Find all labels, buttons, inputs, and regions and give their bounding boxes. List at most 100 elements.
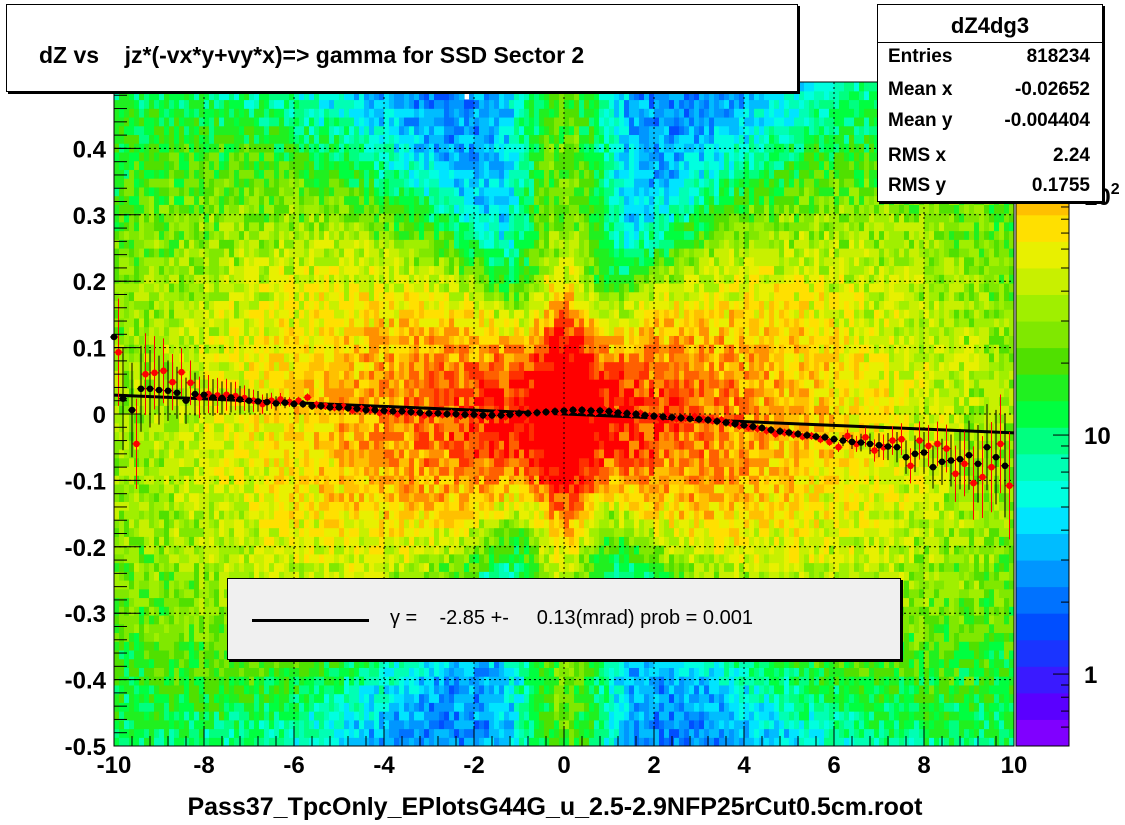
heatmap-cell bbox=[119, 344, 125, 354]
heatmap-cell bbox=[194, 379, 200, 389]
heatmap-cell bbox=[129, 300, 135, 310]
heatmap-cell bbox=[424, 475, 430, 485]
heatmap-cell bbox=[144, 448, 150, 459]
heatmap-cell bbox=[434, 457, 440, 468]
heatmap-cell bbox=[219, 326, 225, 336]
heatmap-cell bbox=[389, 309, 395, 319]
heatmap-cell bbox=[144, 641, 150, 651]
heatmap-cell bbox=[124, 719, 130, 730]
heatmap-cell bbox=[149, 300, 155, 310]
heatmap-cell bbox=[414, 143, 420, 153]
heatmap-cell bbox=[279, 213, 285, 223]
heatmap-cell bbox=[184, 667, 190, 677]
heatmap-cell bbox=[314, 510, 320, 520]
heatmap-cell bbox=[189, 396, 195, 406]
heatmap-cell bbox=[404, 274, 410, 284]
heatmap-cell bbox=[164, 99, 170, 109]
heatmap-cell bbox=[159, 213, 165, 223]
heatmap-cell bbox=[259, 422, 265, 433]
heatmap-cell bbox=[239, 728, 245, 738]
heatmap-cell bbox=[229, 151, 235, 162]
heatmap-cell bbox=[259, 379, 265, 389]
heatmap-cell bbox=[269, 571, 275, 581]
heatmap-cell bbox=[424, 422, 430, 433]
heatmap-cell bbox=[314, 562, 320, 572]
heatmap-cell bbox=[264, 545, 270, 555]
heatmap-cell bbox=[349, 457, 355, 468]
heatmap-cell bbox=[164, 641, 170, 651]
heatmap-cell bbox=[394, 448, 400, 459]
heatmap-cell bbox=[129, 116, 135, 127]
heatmap-cell bbox=[374, 527, 380, 537]
heatmap-cell bbox=[299, 335, 305, 345]
heatmap-cell bbox=[424, 274, 430, 284]
heatmap-cell bbox=[379, 536, 385, 546]
heatmap-cell bbox=[144, 580, 150, 590]
heatmap-cell bbox=[404, 387, 410, 398]
heatmap-cell bbox=[344, 326, 350, 336]
heatmap-cell bbox=[264, 379, 270, 389]
heatmap-cell bbox=[269, 317, 275, 328]
heatmap-cell bbox=[204, 518, 210, 529]
heatmap-cell bbox=[269, 265, 275, 275]
heatmap-cell bbox=[214, 737, 220, 746]
heatmap-cell bbox=[129, 571, 135, 581]
heatmap-cell bbox=[129, 99, 135, 109]
heatmap-cell bbox=[294, 352, 300, 363]
heatmap-cell bbox=[364, 248, 370, 258]
heatmap-cell bbox=[139, 134, 145, 144]
heatmap-cell bbox=[399, 510, 405, 520]
heatmap-cell bbox=[159, 300, 165, 310]
heatmap-cell bbox=[374, 414, 380, 424]
heatmap-cell bbox=[219, 178, 225, 188]
heatmap-cell bbox=[349, 711, 355, 721]
heatmap-cell bbox=[379, 309, 385, 319]
heatmap-cell bbox=[114, 501, 120, 511]
heatmap-cell bbox=[189, 309, 195, 319]
heatmap-cell bbox=[414, 108, 420, 118]
heatmap-cell bbox=[179, 632, 185, 642]
heatmap-cell bbox=[324, 352, 330, 363]
heatmap-cell bbox=[214, 475, 220, 485]
heatmap-cell bbox=[384, 571, 390, 581]
heatmap-cell bbox=[169, 405, 175, 415]
heatmap-cell bbox=[204, 230, 210, 240]
heatmap-cell bbox=[209, 335, 215, 345]
heatmap-cell bbox=[269, 221, 275, 232]
heatmap-cell bbox=[169, 151, 175, 162]
heatmap-cell bbox=[279, 457, 285, 468]
heatmap-cell bbox=[134, 492, 140, 502]
heatmap-cell bbox=[269, 370, 275, 380]
heatmap-cell bbox=[334, 518, 340, 529]
heatmap-cell bbox=[259, 527, 265, 537]
heatmap-cell bbox=[194, 641, 200, 651]
heatmap-cell bbox=[269, 134, 275, 144]
heatmap-cell bbox=[354, 352, 360, 363]
heatmap-cell bbox=[224, 90, 230, 101]
heatmap-cell bbox=[379, 457, 385, 468]
heatmap-cell bbox=[169, 291, 175, 302]
heatmap-cell bbox=[329, 239, 335, 249]
heatmap-cell bbox=[244, 536, 250, 546]
heatmap-cell bbox=[309, 239, 315, 249]
heatmap-cell bbox=[179, 291, 185, 302]
heatmap-cell bbox=[334, 116, 340, 127]
heatmap-cell bbox=[139, 667, 145, 677]
heatmap-cell bbox=[294, 186, 300, 197]
heatmap-cell bbox=[384, 186, 390, 197]
heatmap-cell bbox=[399, 475, 405, 485]
heatmap-cell bbox=[319, 737, 325, 746]
heatmap-cell bbox=[424, 169, 430, 179]
heatmap-cell bbox=[394, 116, 400, 127]
heatmap-cell bbox=[404, 475, 410, 485]
heatmap-cell bbox=[409, 448, 415, 459]
heatmap-cell bbox=[269, 676, 275, 686]
heatmap-cell bbox=[129, 309, 135, 319]
heatmap-cell bbox=[439, 518, 445, 529]
heatmap-cell bbox=[214, 352, 220, 363]
heatmap-cell bbox=[399, 317, 405, 328]
heatmap-cell bbox=[399, 361, 405, 371]
heatmap-cell bbox=[394, 160, 400, 170]
heatmap-cell bbox=[179, 396, 185, 406]
heatmap-cell bbox=[394, 562, 400, 572]
